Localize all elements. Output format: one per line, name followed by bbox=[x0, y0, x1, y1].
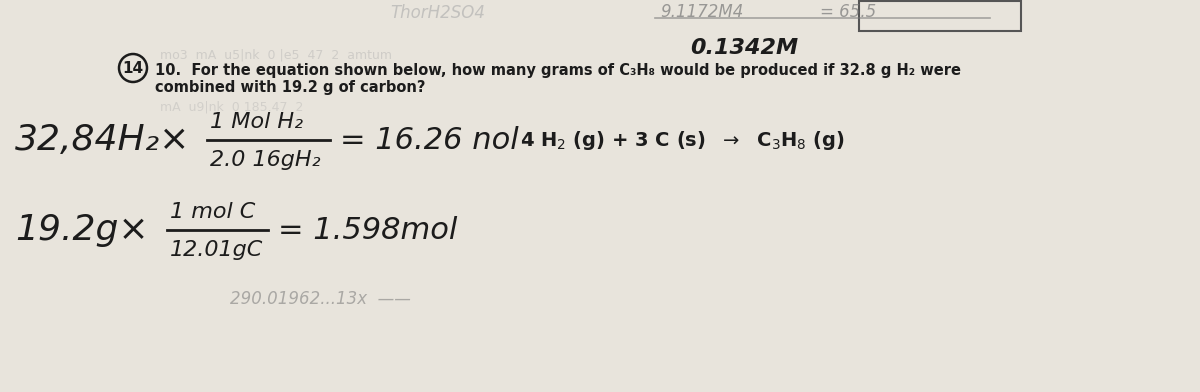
Text: 2.0 16gH₂: 2.0 16gH₂ bbox=[210, 150, 320, 170]
Text: = 65.5: = 65.5 bbox=[820, 3, 876, 21]
Text: 32,84H₂×: 32,84H₂× bbox=[14, 123, 191, 157]
Text: 0.1342M: 0.1342M bbox=[690, 38, 798, 58]
Text: = 1.598mol: = 1.598mol bbox=[278, 216, 457, 245]
Text: 14: 14 bbox=[122, 60, 144, 76]
Text: mo3  mA  u5|nk  0 |e5  47  2  amtum: mo3 mA u5|nk 0 |e5 47 2 amtum bbox=[160, 48, 392, 61]
Text: = 16.26 nol: = 16.26 nol bbox=[340, 125, 518, 154]
Text: 19.2g×: 19.2g× bbox=[14, 213, 149, 247]
Text: 1 mol C: 1 mol C bbox=[170, 202, 256, 222]
Text: 4 H$_2$ (g) + 3 C (s)  $\rightarrow$  C$_3$H$_8$ (g): 4 H$_2$ (g) + 3 C (s) $\rightarrow$ C$_3… bbox=[520, 129, 845, 151]
Text: mA  u9|nk  0 185.47  2: mA u9|nk 0 185.47 2 bbox=[160, 100, 304, 113]
Text: 12.01gC: 12.01gC bbox=[170, 240, 263, 260]
Text: ThorH2SO4: ThorH2SO4 bbox=[390, 4, 485, 22]
Text: 1 Mol H₂: 1 Mol H₂ bbox=[210, 112, 302, 132]
Text: combined with 19.2 g of carbon?: combined with 19.2 g of carbon? bbox=[155, 80, 426, 95]
Text: 9.1172M4: 9.1172M4 bbox=[660, 3, 743, 21]
Text: 10.  For the equation shown below, how many grams of C₃H₈ would be produced if 3: 10. For the equation shown below, how ma… bbox=[155, 63, 961, 78]
Text: 290.01962...13x  ——: 290.01962...13x —— bbox=[230, 290, 410, 308]
